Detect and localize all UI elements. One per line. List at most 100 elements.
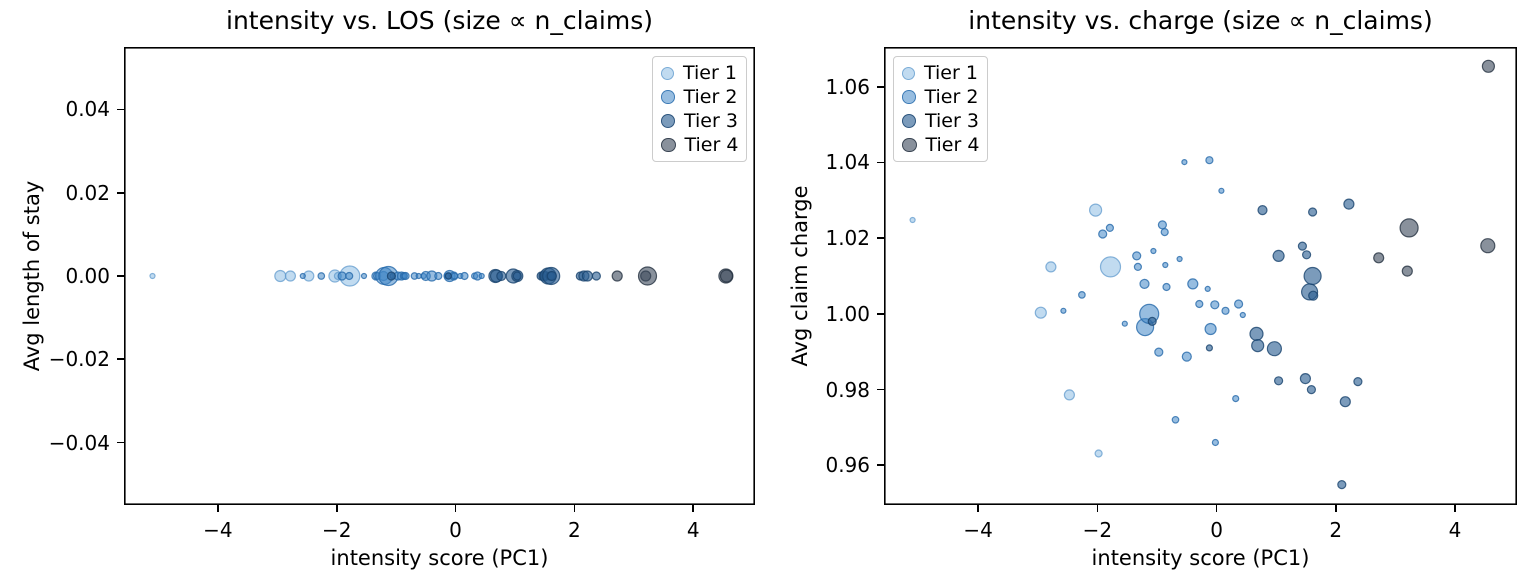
axes-right (884, 47, 1517, 505)
scatter-point-tier-2 (1234, 299, 1244, 309)
legend-left: Tier 1 Tier 2 Tier 3 Tier 4 (652, 56, 747, 162)
y-tick-label: 0.04 (65, 97, 110, 122)
scatter-point-tier-2 (460, 271, 469, 281)
scatter-point-tier-2 (1060, 307, 1067, 314)
scatter-point-tier-2 (478, 272, 485, 280)
scatter-point-tier-2 (1150, 247, 1157, 255)
scatter-point-tier-4 (1373, 252, 1385, 264)
scatter-point-tier-2 (1176, 255, 1183, 263)
y-tick-label: 0.02 (65, 180, 110, 205)
x-tick-label: −2 (1082, 518, 1113, 542)
scatter-point-tier-2 (299, 272, 306, 280)
y-tick (877, 85, 884, 88)
legend-marker-tier-3 (661, 114, 675, 128)
legend-item-tier-2: Tier 2 (902, 86, 979, 108)
legend-item-tier-4: Tier 4 (902, 134, 979, 156)
scatter-point-tier-3 (1205, 344, 1213, 352)
x-tick-label: −4 (963, 518, 993, 542)
x-tick (573, 505, 576, 512)
x-tick-label: 0 (1210, 518, 1223, 542)
scatter-point-tier-2 (401, 271, 410, 281)
legend-label-tier-3: Tier 3 (925, 110, 979, 132)
scatter-point-tier-2 (1204, 285, 1211, 292)
axes-frame (884, 47, 1517, 505)
legend-marker-tier-4 (902, 137, 917, 153)
x-tick-label: −4 (203, 518, 233, 542)
scatter-point-tier-2 (1139, 278, 1150, 289)
y-tick (877, 388, 884, 391)
scatter-point-tier-2 (1205, 156, 1214, 165)
y-tick-label: 0.98 (825, 377, 870, 402)
scatter-point-tier-4 (1401, 265, 1413, 277)
scatter-point-tier-3 (1303, 266, 1322, 286)
y-tick (877, 161, 884, 164)
scatter-point-tier-2 (1133, 262, 1142, 271)
scatter-point-tier-3 (386, 271, 396, 281)
axes-left (124, 47, 755, 505)
y-tick (117, 358, 124, 361)
scatter-point-tier-2 (1221, 306, 1230, 315)
scatter-point-tier-3 (1306, 385, 1316, 395)
scatter-point-tier-2 (450, 272, 458, 280)
scatter-point-tier-3 (1308, 207, 1318, 217)
legend-marker-tier-2 (661, 90, 675, 104)
legend-item-tier-1: Tier 1 (661, 62, 738, 84)
scatter-point-tier-1 (274, 269, 287, 283)
scatter-point-tier-3 (591, 271, 601, 281)
y-tick (117, 441, 124, 444)
legend-marker-tier-1 (661, 66, 674, 80)
scatter-point-tier-3 (1274, 376, 1284, 386)
x-axis-label-right: intensity score (PC1) (1091, 546, 1310, 570)
scatter-point-tier-3 (1302, 250, 1312, 260)
legend-label-tier-1: Tier 1 (683, 62, 737, 84)
scatter-point-tier-1 (1089, 203, 1103, 217)
x-tick (454, 505, 457, 512)
x-axis-label-left: intensity score (PC1) (330, 546, 549, 570)
scatter-point-tier-2 (1160, 228, 1169, 237)
x-tick (217, 505, 219, 512)
scatter-point-tier-2 (1132, 251, 1142, 261)
x-tick-label: 4 (686, 518, 700, 542)
legend-right: Tier 1 Tier 2 Tier 3 Tier 4 (893, 56, 988, 162)
scatter-point-tier-3 (496, 270, 507, 282)
scatter-point-tier-2 (1157, 220, 1167, 230)
scatter-point-tier-2 (1211, 438, 1219, 447)
scatter-point-tier-2 (1210, 300, 1220, 310)
y-tick-label: 1.00 (825, 301, 870, 326)
x-tick-label: 2 (567, 518, 581, 542)
scatter-point-tier-2 (1195, 299, 1204, 309)
legend-marker-tier-1 (902, 66, 915, 80)
y-tick-label: 1.04 (825, 150, 870, 175)
legend-label-tier-3: Tier 3 (684, 110, 738, 132)
scatter-point-tier-2 (345, 271, 354, 281)
scatter-point-tier-2 (1098, 229, 1108, 239)
y-tick (877, 237, 884, 239)
x-tick (335, 505, 338, 512)
scatter-point-tier-3 (444, 272, 452, 280)
scatter-point-tier-3 (1249, 326, 1264, 341)
scatter-point-tier-3 (1353, 377, 1363, 387)
scatter-point-tier-2 (1218, 187, 1225, 194)
scatter-point-tier-2 (1187, 278, 1199, 290)
scatter-point-tier-2 (337, 271, 347, 281)
scatter-point-tier-4 (611, 270, 623, 282)
scatter-point-tier-2 (1181, 351, 1192, 362)
x-tick-label: 0 (449, 518, 462, 542)
y-tick (117, 275, 124, 277)
scatter-point-tier-2 (1204, 322, 1217, 336)
y-tick-label: −0.04 (48, 430, 110, 455)
scatter-point-tier-3 (1308, 290, 1319, 301)
scatter-point-tier-4 (1399, 218, 1419, 238)
x-tick (1335, 505, 1337, 512)
scatter-point-tier-2 (1239, 311, 1246, 319)
x-tick-label: 2 (1329, 518, 1343, 542)
x-tick-label: 4 (1448, 518, 1462, 542)
scatter-point-tier-2 (1232, 395, 1240, 403)
x-tick (692, 505, 694, 512)
legend-item-tier-1: Tier 1 (902, 62, 979, 84)
legend-item-tier-4: Tier 4 (661, 134, 738, 156)
legend-label-tier-2: Tier 2 (924, 86, 979, 108)
y-tick-label: 1.06 (825, 74, 870, 99)
scatter-point-tier-4 (1480, 238, 1496, 254)
